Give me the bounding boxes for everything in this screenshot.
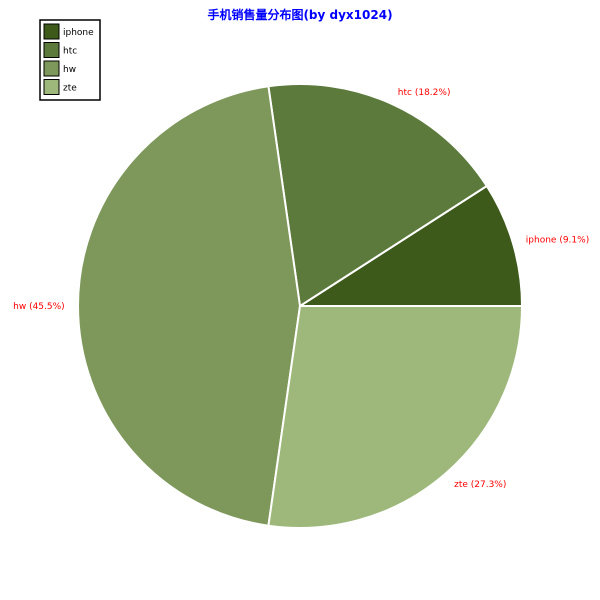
slice-label-htc: htc (18.2%) — [398, 88, 451, 98]
pie-slice-hw — [77, 85, 301, 527]
legend-swatch-iphone — [43, 23, 60, 40]
pie-slice-labels: iphone (9.1%) htc (18.2%) hw (45.5%) zte (2… — [13, 88, 589, 490]
pie-slice-zte — [267, 305, 523, 529]
legend-swatch-zte — [43, 79, 60, 95]
pie-slice-htc — [267, 83, 488, 307]
pie-slice-iphone — [299, 184, 523, 307]
slice-label-hw: hw (45.5%) — [13, 302, 65, 312]
pie-slices — [77, 83, 523, 529]
legend-label-htc: htc — [63, 47, 77, 57]
legend-swatch-hw — [43, 60, 60, 77]
legend: iphone htc hw zte — [39, 19, 101, 101]
chart-title: 手机销售量分布图(by dyx1024) — [207, 7, 392, 22]
slice-label-zte: zte (27.3%) — [454, 480, 506, 490]
legend-label-iphone: iphone — [63, 28, 94, 38]
legend-swatch-htc — [43, 42, 60, 58]
legend-entries: iphone htc hw zte — [43, 23, 94, 95]
legend-label-hw: hw — [63, 65, 76, 75]
slice-label-iphone: iphone (9.1%) — [526, 236, 589, 246]
legend-label-zte: zte — [63, 84, 77, 94]
